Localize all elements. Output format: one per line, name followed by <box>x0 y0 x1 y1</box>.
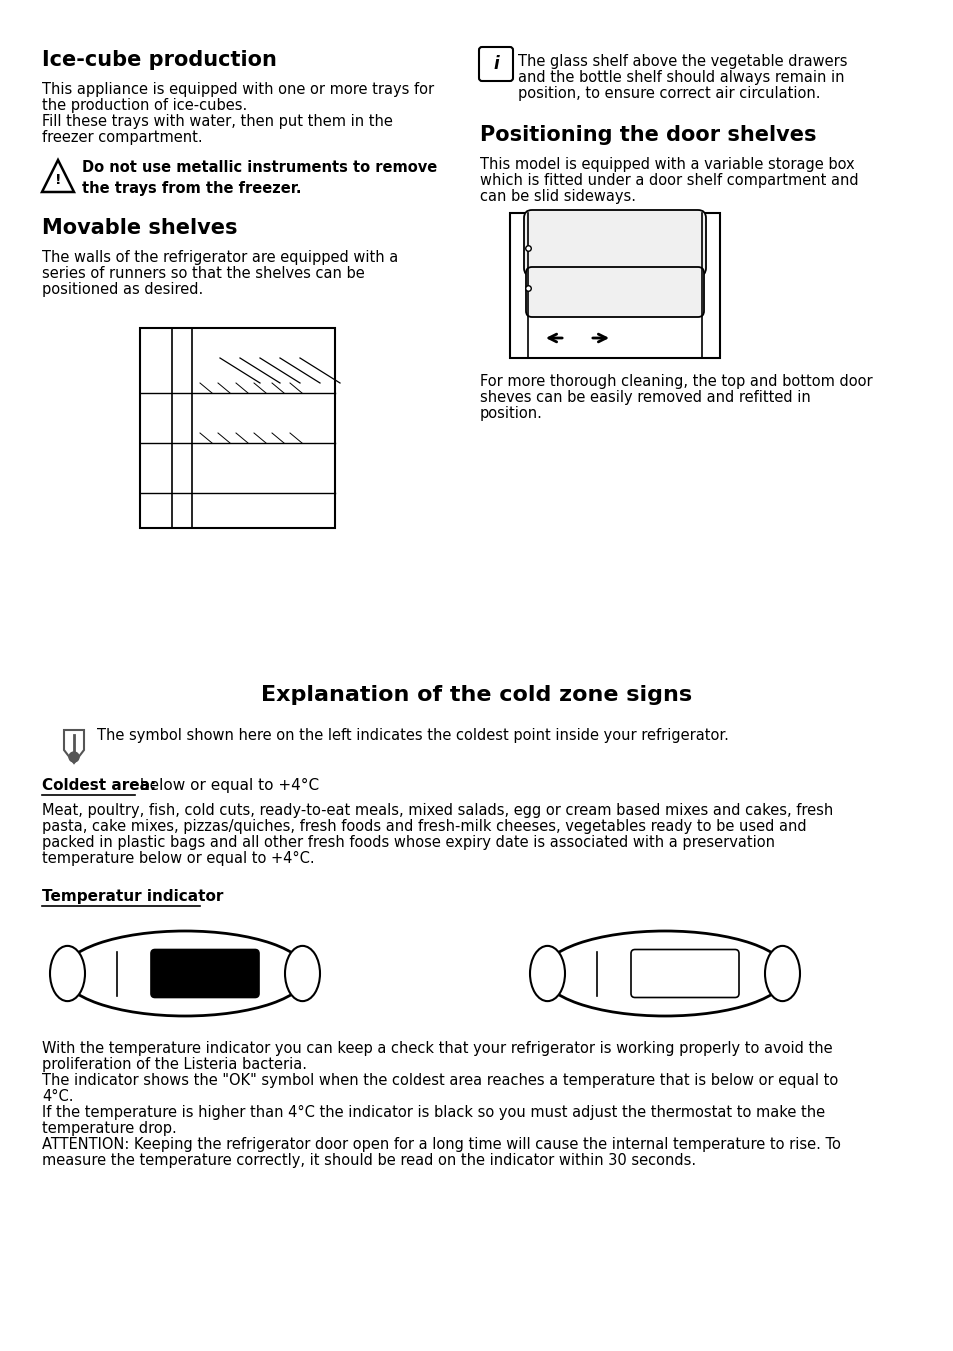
Text: For more thorough cleaning, the top and bottom door: For more thorough cleaning, the top and … <box>479 374 872 389</box>
FancyBboxPatch shape <box>523 209 705 276</box>
Text: This appliance is equipped with one or more trays for: This appliance is equipped with one or m… <box>42 82 434 97</box>
Text: i: i <box>493 55 498 73</box>
Text: If the temperature is higher than 4°C the indicator is black so you must adjust : If the temperature is higher than 4°C th… <box>42 1105 824 1120</box>
Text: temperature drop.: temperature drop. <box>42 1121 176 1136</box>
Text: positioned as desired.: positioned as desired. <box>42 282 203 297</box>
Text: below or equal to +4°C: below or equal to +4°C <box>135 778 319 793</box>
Text: position.: position. <box>479 407 542 422</box>
Text: The indicator shows the "OK" symbol when the coldest area reaches a temperature : The indicator shows the "OK" symbol when… <box>42 1073 838 1088</box>
Text: The glass shelf above the vegetable drawers: The glass shelf above the vegetable draw… <box>517 54 846 69</box>
Text: can be slid sideways.: can be slid sideways. <box>479 189 636 204</box>
Ellipse shape <box>63 931 307 1016</box>
FancyBboxPatch shape <box>525 267 703 317</box>
FancyBboxPatch shape <box>151 950 258 997</box>
Text: Temperatur indicator: Temperatur indicator <box>42 889 223 904</box>
Text: temperature below or equal to +4°C.: temperature below or equal to +4°C. <box>42 851 314 866</box>
Text: The walls of the refrigerator are equipped with a: The walls of the refrigerator are equipp… <box>42 250 397 265</box>
Ellipse shape <box>542 931 786 1016</box>
Text: Coldest area:: Coldest area: <box>42 778 156 793</box>
Ellipse shape <box>50 946 85 1001</box>
Text: the production of ice-cubes.: the production of ice-cubes. <box>42 99 247 113</box>
Text: 4°C.: 4°C. <box>42 1089 73 1104</box>
Text: With the temperature indicator you can keep a check that your refrigerator is wo: With the temperature indicator you can k… <box>42 1042 832 1056</box>
Text: Do not use metallic instruments to remove
the trays from the freezer.: Do not use metallic instruments to remov… <box>82 159 436 196</box>
Text: This model is equipped with a variable storage box: This model is equipped with a variable s… <box>479 157 854 172</box>
Text: Fill these trays with water, then put them in the: Fill these trays with water, then put th… <box>42 113 393 128</box>
Text: proliferation of the Listeria bacteria.: proliferation of the Listeria bacteria. <box>42 1056 307 1071</box>
Bar <box>140 328 335 528</box>
Text: which is fitted under a door shelf compartment and: which is fitted under a door shelf compa… <box>479 173 858 188</box>
Text: Ice-cube production: Ice-cube production <box>42 50 276 70</box>
Text: Positioning the door shelves: Positioning the door shelves <box>479 126 816 145</box>
Bar <box>510 213 720 358</box>
Text: measure the temperature correctly, it should be read on the indicator within 30 : measure the temperature correctly, it sh… <box>42 1152 696 1169</box>
Text: pasta, cake mixes, pizzas/quiches, fresh foods and fresh-milk cheeses, vegetable: pasta, cake mixes, pizzas/quiches, fresh… <box>42 819 806 834</box>
Text: series of runners so that the shelves can be: series of runners so that the shelves ca… <box>42 266 364 281</box>
Text: and the bottle shelf should always remain in: and the bottle shelf should always remai… <box>517 70 843 85</box>
Ellipse shape <box>285 946 319 1001</box>
Text: Meat, poultry, fish, cold cuts, ready-to-eat meals, mixed salads, egg or cream b: Meat, poultry, fish, cold cuts, ready-to… <box>42 802 832 817</box>
FancyBboxPatch shape <box>478 47 513 81</box>
FancyBboxPatch shape <box>630 950 739 997</box>
Text: Explanation of the cold zone signs: Explanation of the cold zone signs <box>261 685 692 705</box>
Text: position, to ensure correct air circulation.: position, to ensure correct air circulat… <box>517 86 820 101</box>
Text: ATTENTION: Keeping the refrigerator door open for a long time will cause the int: ATTENTION: Keeping the refrigerator door… <box>42 1138 840 1152</box>
Text: packed in plastic bags and all other fresh foods whose expiry date is associated: packed in plastic bags and all other fre… <box>42 835 774 850</box>
Circle shape <box>69 753 79 762</box>
Text: Movable shelves: Movable shelves <box>42 218 237 238</box>
Text: !: ! <box>54 173 61 186</box>
Ellipse shape <box>764 946 800 1001</box>
Text: The symbol shown here on the left indicates the coldest point inside your refrig: The symbol shown here on the left indica… <box>97 728 728 743</box>
Ellipse shape <box>530 946 564 1001</box>
Text: sheves can be easily removed and refitted in: sheves can be easily removed and refitte… <box>479 390 810 405</box>
Text: freezer compartment.: freezer compartment. <box>42 130 202 145</box>
